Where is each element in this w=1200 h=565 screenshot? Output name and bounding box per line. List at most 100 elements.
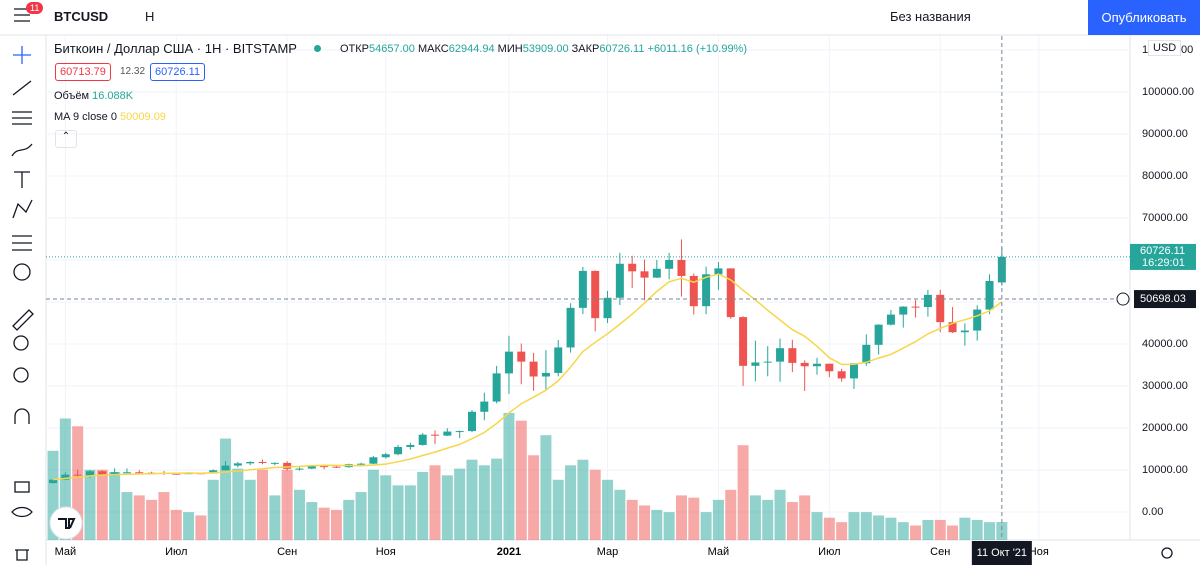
high-label: МАКС xyxy=(417,43,449,55)
ruler-tool[interactable] xyxy=(12,309,34,331)
lock-tool[interactable] xyxy=(14,481,30,493)
candle-body xyxy=(49,479,58,484)
volume-bar xyxy=(109,471,121,540)
interval[interactable]: Н xyxy=(145,9,155,24)
candle-body xyxy=(221,465,230,471)
candle-body xyxy=(172,473,181,475)
candle-body xyxy=(726,268,735,318)
brush-tool[interactable] xyxy=(11,143,33,157)
candle-body xyxy=(492,373,501,402)
candle-body xyxy=(948,322,957,333)
delete-tool[interactable] xyxy=(15,549,29,561)
candle-body xyxy=(258,462,267,464)
y-tick-label: 40000.00 xyxy=(1142,338,1188,350)
volume-bar xyxy=(836,522,848,540)
volume-bar xyxy=(786,502,798,540)
volume-bar xyxy=(614,489,626,540)
volume-bar xyxy=(552,479,564,540)
volume-bar xyxy=(565,465,577,540)
crosshair-price-tag xyxy=(1134,290,1196,309)
candle-body xyxy=(640,271,649,278)
crosshair-date-tag xyxy=(971,541,1032,565)
candle-body xyxy=(751,362,760,366)
top-bar-bg xyxy=(0,0,1200,35)
volume-bar xyxy=(232,468,244,540)
volume-bar xyxy=(737,445,749,540)
low-label: МИН xyxy=(497,43,523,55)
volume-bar xyxy=(577,459,589,540)
close-label: ЗАКР xyxy=(571,43,600,55)
bid[interactable]: 60713.79 xyxy=(55,63,111,81)
volume-bar xyxy=(392,485,404,540)
currency[interactable]: USD xyxy=(1148,40,1182,56)
pattern-tool[interactable] xyxy=(12,199,33,219)
volume-bar xyxy=(663,512,675,540)
volume-bar xyxy=(220,438,232,540)
candle-body xyxy=(960,330,969,333)
x-tick-label: Сен xyxy=(277,546,297,558)
volume-bar xyxy=(318,507,330,540)
zoom-out-tool[interactable] xyxy=(13,367,29,383)
volume-bar xyxy=(454,468,466,540)
x-tick-label: Ноя xyxy=(1029,546,1049,558)
volume-bar xyxy=(626,499,638,540)
volume-bar xyxy=(281,469,293,540)
trend-line-tool[interactable] xyxy=(12,80,32,96)
volume-bar xyxy=(971,519,983,540)
candle-body xyxy=(455,431,464,433)
settings-icon[interactable] xyxy=(1161,547,1173,559)
publish-button[interactable]: Опубликовать xyxy=(1088,0,1200,35)
candle-body xyxy=(369,457,378,464)
candle-body xyxy=(406,444,415,447)
candle-body xyxy=(628,263,637,272)
last-price-tag xyxy=(1130,243,1196,270)
open: 54657.00 xyxy=(369,43,415,55)
volume-bar xyxy=(638,505,650,540)
volume-bar xyxy=(503,412,515,540)
candle-body xyxy=(443,431,452,436)
volume-bar xyxy=(589,469,601,540)
volume-bar xyxy=(293,489,305,540)
zoom-in-tool[interactable] xyxy=(13,335,29,351)
magnet-tool[interactable] xyxy=(14,408,30,424)
candle-body xyxy=(517,351,526,362)
candle-body xyxy=(122,472,131,474)
candle-body xyxy=(615,263,624,298)
symbol[interactable]: BTCUSD xyxy=(54,9,109,24)
volume-bar xyxy=(860,512,872,540)
left-toolbar-icons[interactable] xyxy=(11,8,1173,561)
fib-tool[interactable] xyxy=(12,111,32,125)
volume-bar xyxy=(269,495,281,540)
x-tick-label: 2021 xyxy=(497,546,521,558)
candle-body xyxy=(504,351,513,374)
crosshair-tool[interactable] xyxy=(13,46,31,64)
candle-body xyxy=(467,411,476,432)
y-tick-label: 80000.00 xyxy=(1142,170,1188,182)
x-tick-label: Июл xyxy=(818,546,840,558)
volume-bar xyxy=(712,499,724,540)
volume-bar xyxy=(491,458,503,540)
prediction-tool[interactable] xyxy=(12,235,32,251)
candle-body xyxy=(541,372,550,377)
candle-body xyxy=(418,434,427,445)
hide-tool[interactable] xyxy=(11,506,33,518)
icons-tool[interactable] xyxy=(13,263,31,281)
volume-bar xyxy=(158,492,170,540)
volume-bar xyxy=(183,512,195,540)
text-tool[interactable] xyxy=(14,171,30,188)
collapse-button[interactable]: ⌃ xyxy=(55,130,77,148)
volume-bar xyxy=(959,517,971,540)
candle-body xyxy=(603,297,612,319)
candle-body xyxy=(591,270,600,319)
ask[interactable]: 60726.11 xyxy=(150,63,206,81)
candle-body xyxy=(554,347,563,373)
layout-name[interactable]: Без названия xyxy=(890,9,971,24)
y-tick-label: 10000.00 xyxy=(1142,464,1188,476)
candle-body xyxy=(776,348,785,362)
open-label: ОТКР xyxy=(340,43,370,55)
close: 60726.11 xyxy=(599,43,645,55)
volume-bar xyxy=(675,495,687,540)
x-tick-label: Сен xyxy=(930,546,950,558)
candle-body xyxy=(480,401,489,412)
